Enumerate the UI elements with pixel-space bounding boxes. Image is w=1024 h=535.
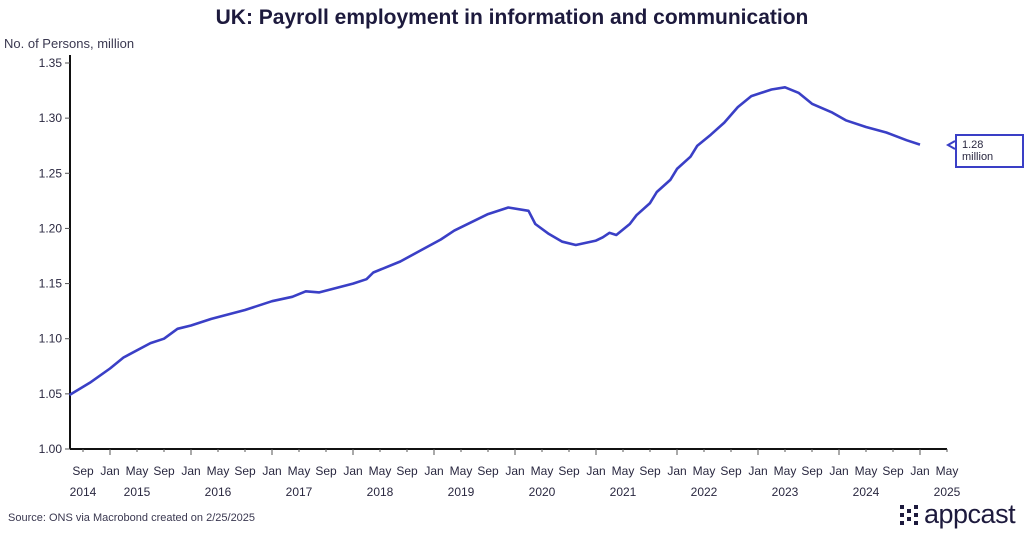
x-tick-month-label: Jan xyxy=(910,464,929,478)
x-tick-month-label: Jan xyxy=(343,464,362,478)
x-tick-year-label: 2016 xyxy=(205,485,232,499)
y-tick-label: 1.20 xyxy=(39,221,63,235)
x-tick-year-label: 2023 xyxy=(772,485,799,499)
x-tick-year-label: 2019 xyxy=(448,485,475,499)
x-tick-month-label: May xyxy=(855,464,878,478)
x-tick-month-label: Sep xyxy=(801,464,823,478)
y-tick-label: 1.10 xyxy=(39,332,63,346)
x-tick-month-label: Jan xyxy=(262,464,281,478)
y-tick-label: 1.25 xyxy=(39,166,63,180)
x-tick-month-label: Jan xyxy=(181,464,200,478)
x-tick-year-label: 2025 xyxy=(934,485,961,499)
appcast-logo: appcast xyxy=(900,499,1016,529)
x-tick-month-label: Sep xyxy=(396,464,418,478)
x-tick-year-label: 2017 xyxy=(286,485,313,499)
y-tick-label: 1.30 xyxy=(39,111,63,125)
last-value-callout: 1.28 million xyxy=(955,134,1024,168)
x-tick-month-label: May xyxy=(531,464,554,478)
x-tick-month-label: Sep xyxy=(315,464,337,478)
x-tick-month-label: May xyxy=(612,464,635,478)
x-tick-month-label: Jan xyxy=(829,464,848,478)
x-tick-month-label: May xyxy=(774,464,797,478)
x-tick-year-label: 2021 xyxy=(610,485,637,499)
y-tick-label: 1.00 xyxy=(39,442,63,456)
x-tick-month-label: Sep xyxy=(720,464,742,478)
y-tick-label: 1.35 xyxy=(39,56,63,70)
x-tick-month-label: Sep xyxy=(477,464,499,478)
series-line xyxy=(68,86,921,397)
x-tick-year-label: 2015 xyxy=(124,485,151,499)
x-tick-month-label: Sep xyxy=(558,464,580,478)
x-tick-year-label: 2024 xyxy=(853,485,880,499)
logo-dots-icon xyxy=(900,504,918,525)
source-note: Source: ONS via Macrobond created on 2/2… xyxy=(8,512,256,524)
callout-pointer xyxy=(945,140,956,150)
x-tick-month-label: Jan xyxy=(748,464,767,478)
x-tick-month-label: Jan xyxy=(667,464,686,478)
x-tick-month-label: Sep xyxy=(72,464,94,478)
x-tick-month-label: Sep xyxy=(639,464,661,478)
x-tick-year-label: 2018 xyxy=(367,485,394,499)
x-tick-month-label: Jan xyxy=(505,464,524,478)
x-tick-month-label: May xyxy=(450,464,473,478)
x-tick-year-label: 2020 xyxy=(529,485,556,499)
x-tick-month-label: Jan xyxy=(586,464,605,478)
x-tick-year-label: 2022 xyxy=(691,485,718,499)
x-tick-month-label: Jan xyxy=(424,464,443,478)
x-tick-month-label: May xyxy=(288,464,311,478)
x-tick-month-label: May xyxy=(369,464,392,478)
logo-text: appcast xyxy=(924,499,1016,529)
x-tick-month-label: Jan xyxy=(100,464,119,478)
x-tick-month-label: Sep xyxy=(882,464,904,478)
x-tick-month-label: Sep xyxy=(153,464,175,478)
x-tick-month-label: May xyxy=(207,464,230,478)
x-tick-year-label: 2014 xyxy=(70,485,97,499)
x-tick-month-label: May xyxy=(126,464,149,478)
x-tick-month-label: May xyxy=(936,464,959,478)
chart-title: UK: Payroll employment in information an… xyxy=(215,6,809,29)
y-tick-label: 1.05 xyxy=(39,387,63,401)
x-tick-month-label: May xyxy=(693,464,716,478)
x-tick-month-label: Sep xyxy=(234,464,256,478)
y-tick-label: 1.15 xyxy=(39,277,63,291)
y-axis-label: No. of Persons, million xyxy=(4,36,135,51)
